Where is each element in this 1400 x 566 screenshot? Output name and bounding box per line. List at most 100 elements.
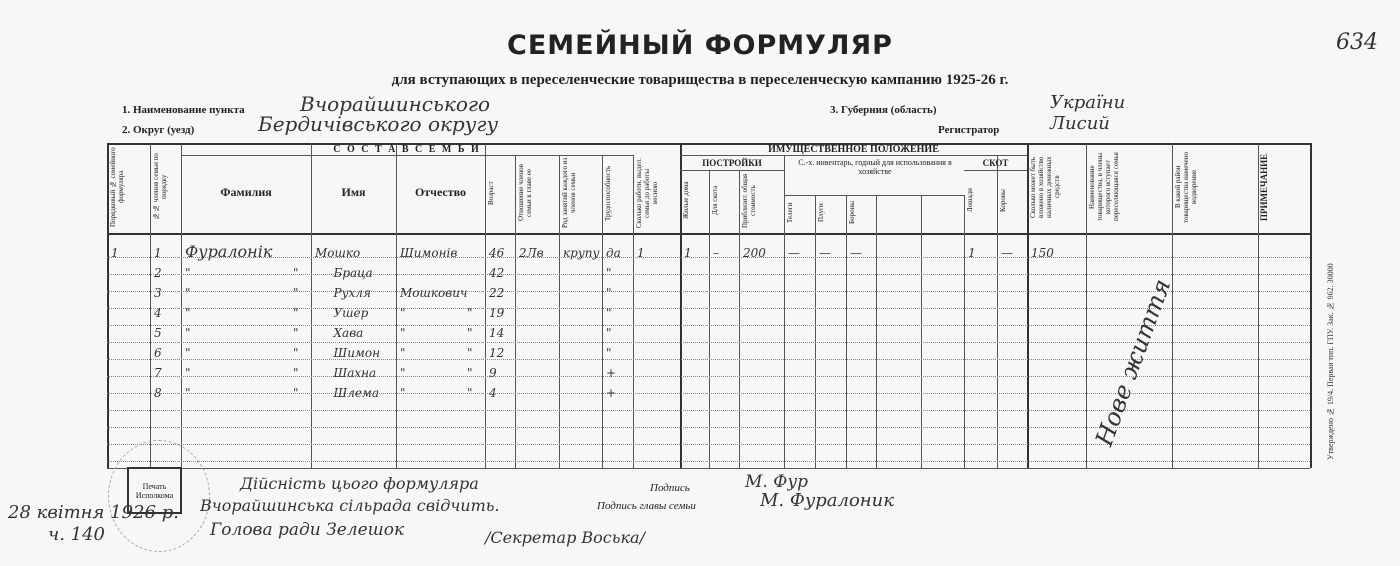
header-horses: Лошади — [966, 188, 974, 213]
cell-age: 42 — [489, 266, 505, 280]
row-guide-line — [107, 291, 1310, 292]
registrar-label: Регистратор — [938, 124, 1000, 136]
header-society: Наименование товарищества, в члены котор… — [1088, 152, 1120, 222]
cell-member-no: 4 — [154, 306, 162, 320]
cell-surname: " — [185, 386, 191, 400]
cell-member-no: 8 — [154, 386, 162, 400]
signature-value: М. Фур — [745, 472, 809, 492]
cell-patronymic: " — [467, 386, 473, 400]
row-guide-line — [107, 308, 1310, 309]
cell-surname: " — [185, 346, 191, 360]
form-subtitle: для вступающих в переселенческие товарищ… — [391, 72, 1009, 88]
page-number: 634 — [1336, 30, 1378, 55]
cell-patronymic: " — [400, 326, 406, 340]
column-divider — [1086, 143, 1087, 468]
row-guide-line — [107, 274, 1310, 275]
column-divider — [396, 143, 397, 468]
cell-age: 22 — [489, 286, 505, 300]
column-divider — [921, 195, 922, 468]
form-title: СЕМЕЙНЫЙ ФОРМУЛЯР — [507, 30, 893, 61]
header-inv-extra1 — [878, 197, 919, 229]
column-divider — [311, 143, 312, 468]
table-top-border — [107, 143, 1310, 145]
header-name: Имя — [341, 185, 366, 199]
cell-able: " — [606, 306, 612, 320]
cell-patronymic: " — [400, 386, 406, 400]
chair-signature: Голова ради Зелешок — [210, 520, 405, 540]
cell-name: Шлема — [333, 386, 380, 400]
row-guide-line — [107, 257, 1310, 258]
cell-patronymic: " — [467, 306, 473, 320]
row-guide-line — [107, 427, 1310, 428]
cell-able: " — [606, 346, 612, 360]
property-group-divider — [680, 155, 1027, 156]
column-divider — [515, 155, 516, 468]
header-relation: Отношение членов семьи к главе ее — [517, 164, 533, 222]
header-region: В какой район товарищества намечено водв… — [1174, 151, 1198, 223]
cell-relation: 2Лв — [519, 246, 544, 260]
row-guide-line — [107, 325, 1310, 326]
cell-surname: " — [293, 326, 299, 340]
cell-able: + — [606, 386, 617, 400]
cell-patronymic: " — [467, 326, 473, 340]
cell-surname: " — [293, 286, 299, 300]
cell-occupation: крупу — [563, 246, 600, 260]
header-surname: Фамилия — [220, 185, 272, 199]
cell-surname: " — [293, 366, 299, 380]
column-divider — [1172, 143, 1173, 468]
stamp-box: Печать Исполкома — [127, 467, 182, 514]
header-note: ПРИМЕЧАНИЕ — [1259, 153, 1269, 221]
column-divider — [1027, 143, 1029, 468]
row-guide-line — [107, 444, 1310, 445]
print-imprint: Утверждено № 19/4. Первая тип. ГПУ. Зак.… — [1326, 263, 1335, 460]
cell-surname: " — [293, 346, 299, 360]
group-family-label: С О С Т А В С Е М Ь И — [333, 144, 481, 155]
cell-able: + — [606, 366, 617, 380]
district-value: Бердичівського округу — [258, 112, 499, 136]
cell-carts: — — [788, 246, 800, 260]
cell-patronymic: " — [400, 366, 406, 380]
cell-patronymic: Мошкович — [400, 286, 468, 300]
column-divider — [602, 155, 603, 468]
date-line2: ч. 140 — [48, 524, 105, 545]
province-value: України — [1050, 92, 1126, 113]
header-occupation: Род занятий каждого из членов семьи — [561, 157, 577, 229]
header-member-no: №№ членов семьи по порядку — [152, 153, 168, 221]
group-livestock-label: СКОТ — [982, 158, 1009, 168]
cell-name: Шимон — [333, 346, 381, 360]
cell-harrows: — — [850, 246, 862, 260]
cell-name: Хава — [333, 326, 364, 340]
cert-line2: Вчорайшинська сільрада свідчить. — [200, 496, 500, 515]
cell-able: " — [606, 266, 612, 280]
group-inventory-label: С.-х. инвентарь, годный для использовани… — [798, 158, 952, 176]
header-value: Приблизит. общая стоимость — [741, 173, 757, 228]
column-divider — [559, 155, 560, 468]
row-guide-line — [107, 461, 1310, 462]
row-guide-line — [107, 359, 1310, 360]
row-guide-line — [107, 342, 1310, 343]
cell-surname: " — [293, 306, 299, 320]
cell-workers: 1 — [637, 246, 645, 260]
cell-patronymic: " — [467, 366, 473, 380]
family-group-divider — [181, 155, 633, 156]
cell-surname: " — [185, 266, 191, 280]
column-divider — [739, 170, 740, 468]
cell-member-no: 3 — [154, 286, 162, 300]
cell-cash: 150 — [1031, 246, 1054, 260]
header-workers: Сколько работн. выдел. семья до работы в… — [635, 158, 659, 228]
society-value: Нове життя — [1090, 275, 1177, 450]
column-divider — [680, 143, 682, 468]
header-harrows: Бороны — [848, 201, 856, 225]
cell-age: 14 — [489, 326, 505, 340]
cell-name: Шахна — [333, 366, 377, 380]
cell-houses: 1 — [684, 246, 692, 260]
header-cash: Сколько может быть вложено в хозяйство н… — [1029, 156, 1061, 218]
group-buildings-label: ПОСТРОЙКИ — [702, 158, 762, 168]
header-houses: Жилые дома — [682, 181, 690, 220]
header-bottom-border — [107, 233, 1310, 235]
column-divider — [1310, 143, 1312, 468]
header-age: Возраст — [487, 181, 495, 205]
head-signature-label: Подпись главы семьи — [597, 500, 696, 512]
cell-age: 4 — [489, 386, 497, 400]
column-divider — [846, 195, 847, 468]
